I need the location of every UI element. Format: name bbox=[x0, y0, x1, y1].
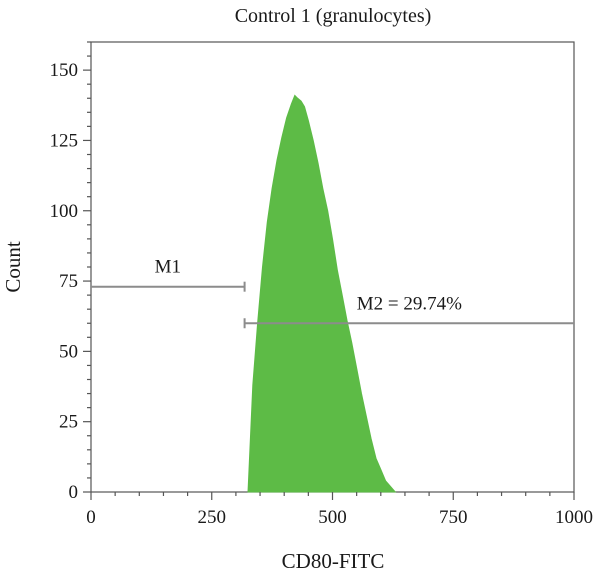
histogram-area-0 bbox=[247, 94, 397, 493]
marker-label-1: M2 = 29.74% bbox=[357, 293, 462, 314]
y-tick-label: 25 bbox=[59, 412, 78, 433]
x-tick-label: 0 bbox=[86, 507, 96, 528]
marker-label-0: M1 bbox=[155, 257, 181, 278]
y-tick-label: 100 bbox=[50, 201, 79, 222]
chart-title: Control 1 (granulocytes) bbox=[235, 5, 432, 27]
x-tick-label: 750 bbox=[439, 507, 468, 528]
y-tick-label: 125 bbox=[50, 130, 79, 151]
x-tick-label: 1000 bbox=[555, 507, 593, 528]
y-tick-label: 0 bbox=[69, 482, 79, 503]
marker-layer: M1 M2 = 29.74% bbox=[91, 257, 574, 329]
x-axis-label: CD80-FITC bbox=[282, 549, 385, 573]
ticks-layer: 0 250 500 750 1000 0 25 50 75 100 125 150 bbox=[50, 41, 593, 528]
x-tick-label: 500 bbox=[318, 507, 347, 528]
data-layer bbox=[247, 94, 397, 493]
y-tick-label: 50 bbox=[59, 341, 78, 362]
x-tick-label: 250 bbox=[198, 507, 227, 528]
y-tick-label: 150 bbox=[50, 60, 79, 81]
y-tick-label: 75 bbox=[59, 271, 78, 292]
y-axis-label: Count bbox=[1, 241, 25, 293]
